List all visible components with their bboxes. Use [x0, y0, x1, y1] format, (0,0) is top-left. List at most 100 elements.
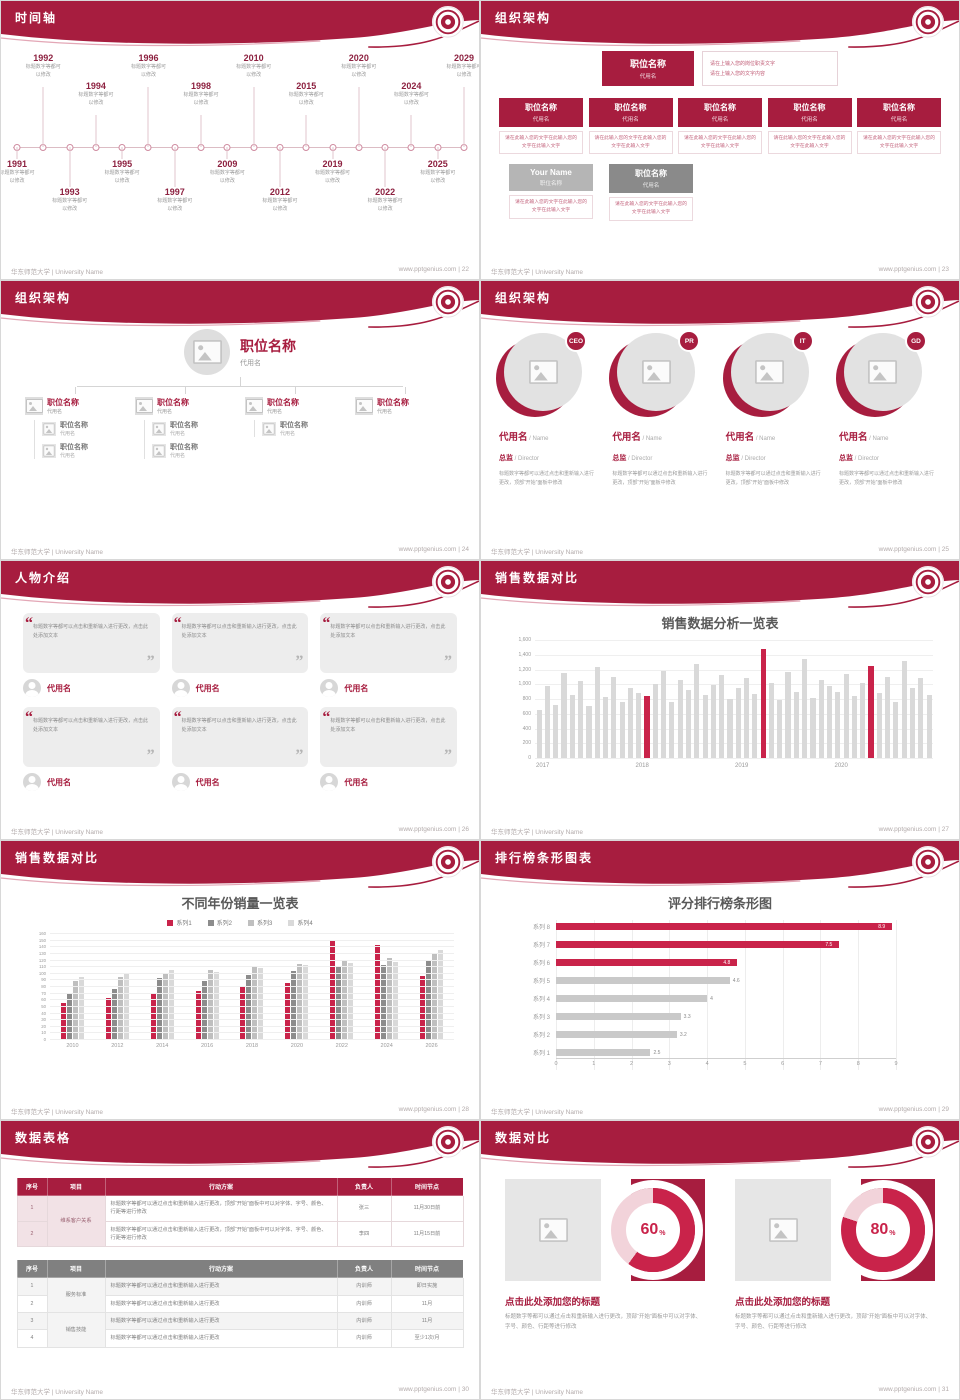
- bar-slot: [635, 640, 643, 758]
- slide-24-org-tree[interactable]: 组织架构 职位名称 代用名 职位名称 代用名 职位名称 代用名 职位名称 代用名 职位名称 代用名…: [1, 281, 479, 559]
- category-label: 系列 5: [532, 978, 550, 985]
- bar: [431, 954, 437, 1039]
- org-col: Your Name 职位名称 请在此输入您的文字在此输入您的文字在此输入文字: [509, 164, 593, 220]
- org-child-text: 职位名称 代用名: [170, 420, 198, 437]
- bar: [156, 978, 162, 1039]
- person-name: 代用名: [47, 683, 71, 693]
- x-axis-label: 4: [705, 1061, 709, 1067]
- org-box-title: 职位名称: [614, 103, 647, 112]
- header-wave: [1, 1, 479, 48]
- timeline-year: 2019: [322, 159, 343, 169]
- timeline-year: 2029: [453, 53, 475, 63]
- bar: [330, 939, 336, 1039]
- bar-track: 2.5: [556, 1048, 896, 1056]
- timeline-connector: [332, 147, 334, 159]
- bar: [652, 684, 658, 758]
- bar: [556, 1048, 651, 1056]
- bar-slot: [834, 640, 842, 758]
- footer-site: www.pptgenius.com: [398, 546, 457, 553]
- header-band: [1, 1, 479, 44]
- bar: [661, 670, 667, 758]
- slide-30-data-tables[interactable]: 数据表格 序号 项目 行动方案 负责人 时间节点 1 维系客户关系 标题数字等都可以通过点击和…: [1, 1121, 479, 1399]
- table-cell: 标题数字等都可以通过点击和重新输入进行更改: [104, 1311, 338, 1331]
- gridline: [50, 933, 454, 934]
- bar-slot: [568, 640, 576, 758]
- bar: [111, 988, 117, 1039]
- compare-panel: 60% 点击此处添加您的标题 标题数字等都可以通过点击和重新输入进行更改，顶部“开始…: [505, 1179, 705, 1333]
- bar-track: 8.9: [556, 922, 896, 930]
- legend-item: 系列2: [207, 918, 232, 927]
- footer-right: www.pptgenius.com | 24: [399, 546, 469, 556]
- bar: [213, 972, 219, 1039]
- gridline: [535, 669, 933, 671]
- header-swoosh: [848, 1140, 959, 1168]
- slide-26-people[interactable]: 人物介绍 “标题数字等都可以点击和重新输入进行更改，点击此处添加文本” 代用名 “标…: [1, 561, 479, 839]
- bar-row: 系列 4 4: [520, 992, 920, 1004]
- member-role: 总监 / Director: [839, 447, 941, 465]
- slide-footer: 华东师范大学 | University Name www.pptgenius.co…: [1, 826, 479, 836]
- timeline-caption: 标题数字等都可 以修改: [130, 64, 166, 78]
- slide-22-timeline[interactable]: 时间轴 1991 标题数字等都可 以修改 1992 标题数字等都可 以修改 1993 标题…: [1, 1, 479, 279]
- timeline-caption: 标题数字等都可 以修改: [183, 92, 219, 106]
- org-node-sub: 代用名: [47, 409, 63, 415]
- bar: [744, 677, 750, 758]
- slide-25-org-members[interactable]: 组织架构 CEO 代用名 / Name 总监 / Director 标题数字等都可以通…: [481, 281, 959, 559]
- bar-chart: 1,600 1,400 1,200 1,000 800 600 400 200 0 2017 201…: [505, 637, 935, 788]
- quote-open-icon: “: [173, 709, 182, 726]
- person-quote-text: 标题数字等都可以点击和重新输入进行更改，点击此处添加文本: [33, 718, 149, 733]
- org-box-title: 职位名称: [883, 103, 915, 112]
- org-node-text: 职位名称 代用名: [157, 397, 189, 415]
- person-quote: “标题数字等都可以点击和重新输入进行更改，点击此处添加文本 ”: [23, 613, 160, 673]
- bar: [285, 982, 291, 1039]
- person-cards: “标题数字等都可以点击和重新输入进行更改，点击此处添加文本” 代用名 “标题数字等都…: [1, 607, 479, 791]
- org-child-text: 职位名称 代用名: [280, 420, 308, 437]
- quote-close-icon: ”: [444, 747, 452, 765]
- org-node-text: 职位名称 代用名: [377, 397, 409, 415]
- slide-footer: 华东师范大学 | University Name www.pptgenius.co…: [1, 1106, 479, 1116]
- slide-29-ranking-chart[interactable]: 排行榜条形图表 评分排行榜条形图 系列 8 8.9 系列 7 7.5 系列 6 4.8 系列…: [481, 841, 959, 1119]
- gridline: [50, 979, 454, 981]
- slide-27-sales-chart[interactable]: 销售数据对比 销售数据分析一览表 1,600 1,400 1,200 1,000 800…: [481, 561, 959, 839]
- picture-icon: [538, 1218, 568, 1242]
- slide-footer: 华东师范大学 | University Name www.pptgenius.co…: [481, 546, 959, 556]
- timeline-year: 2025: [427, 159, 448, 169]
- bar-series: [535, 640, 933, 758]
- x-axis-label: 7: [818, 1061, 822, 1067]
- avatar: [23, 679, 41, 697]
- avatar: [171, 773, 190, 791]
- timeline-item: 2015 标题数字等都可 以修改: [282, 81, 330, 107]
- quote-close-icon: ”: [444, 653, 452, 671]
- table-row: 1 服务标准 标题数字等都可以通过点击和重新输入进行更改 内训师 即日实施: [16, 1277, 464, 1313]
- bar-slot: [892, 640, 900, 758]
- quote-open-icon: “: [25, 615, 33, 632]
- action-table-1: 序号 项目 行动方案 负责人 时间节点 1 维系客户关系 标题数字等都可以通过点击和重新输入进…: [16, 1177, 464, 1248]
- bar-row: 系列 7 7.5: [520, 938, 920, 950]
- bar-slot: [917, 640, 925, 758]
- timeline-item: 2025 标题数字等都可 以修改: [414, 159, 462, 185]
- slide-23-org-chart[interactable]: 组织架构 职位名称 代用名 请在上输入您的岗位职责文字 请在上输入您的文字内容 职位名称…: [481, 1, 959, 279]
- slide-footer: 华东师范大学 | University Name www.pptgenius.co…: [1, 1386, 479, 1396]
- bar: [556, 994, 708, 1002]
- footer-separator: |: [936, 546, 942, 553]
- person-name: 代用名: [344, 777, 369, 787]
- picture-icon: [868, 360, 898, 384]
- member-role: 总监 / Director: [726, 447, 828, 465]
- gridline: [50, 952, 454, 954]
- footer-separator: |: [456, 266, 462, 273]
- footer-university: 华东师范大学 | University Name: [11, 829, 103, 836]
- footer-page: 31: [941, 1386, 949, 1393]
- bar: [826, 685, 833, 758]
- legend-swatch: [248, 919, 254, 926]
- y-axis-label: 70: [41, 990, 46, 996]
- x-axis-label: 2016: [200, 1043, 214, 1049]
- timeline-connector: [200, 115, 202, 147]
- bar-slot: [668, 640, 676, 758]
- footer-university: 华东师范大学 | University Name: [491, 269, 583, 276]
- org-node-sub: 代用名: [267, 409, 283, 415]
- org-bottom-row: Your Name 职位名称 请在此输入您的文字在此输入您的文字在此输入文字 职位名称…: [509, 164, 941, 221]
- slide-31-data-compare[interactable]: 数据对比 60% 点击此处添加您的标题 标题数字等都可以通过点击和重新输入进行更改，…: [481, 1121, 959, 1399]
- table-header-cell: 项目: [46, 1177, 106, 1196]
- bar-slot: [676, 640, 684, 758]
- bar: [885, 676, 891, 758]
- slide-28-sales-grouped-chart[interactable]: 销售数据对比 不同年份销量一览表 系列1 系列2 系列3 系列4 2010 2012 20…: [1, 841, 479, 1119]
